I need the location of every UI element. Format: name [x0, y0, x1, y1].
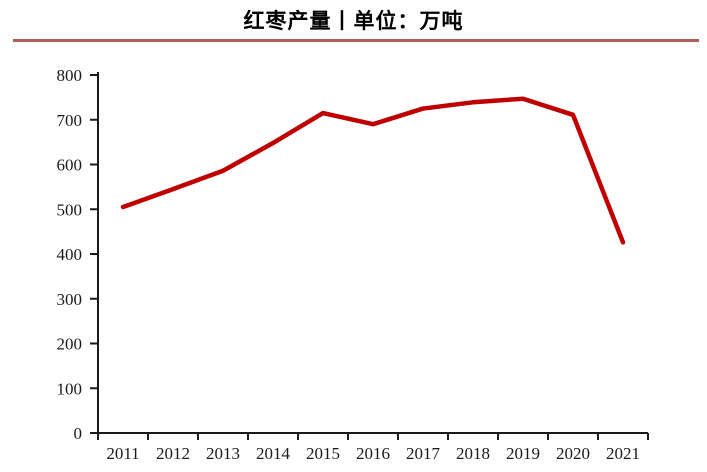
y-axis-tick-label: 100 [57, 379, 83, 398]
x-axis-tick-label: 2021 [606, 444, 640, 463]
x-axis-tick-label: 2011 [106, 444, 139, 463]
x-axis-tick-label: 2019 [506, 444, 540, 463]
x-axis-tick-label: 2015 [306, 444, 340, 463]
title-separator [13, 39, 699, 42]
y-axis-tick-label: 600 [57, 156, 83, 175]
x-axis-tick-label: 2016 [356, 444, 390, 463]
y-axis-tick-label: 0 [74, 424, 83, 443]
x-axis-tick-label: 2013 [206, 444, 240, 463]
x-axis-tick-label: 2020 [556, 444, 590, 463]
x-axis-tick-label: 2018 [456, 444, 490, 463]
x-axis-tick-label: 2012 [156, 444, 190, 463]
y-axis-tick-label: 400 [57, 245, 83, 264]
production-line-series [120, 96, 626, 245]
chart-title: 红枣产量丨单位：万吨 [243, 10, 464, 33]
y-axis-tick-label: 500 [57, 200, 83, 219]
y-axis-tick-label: 800 [57, 66, 83, 85]
x-axis-tick-label: 2017 [406, 444, 441, 463]
y-axis-tick-label: 300 [57, 290, 83, 309]
y-axis-tick-label: 700 [57, 111, 83, 130]
y-axis-tick-label: 200 [57, 335, 83, 354]
x-axis-tick-label: 2014 [256, 444, 291, 463]
